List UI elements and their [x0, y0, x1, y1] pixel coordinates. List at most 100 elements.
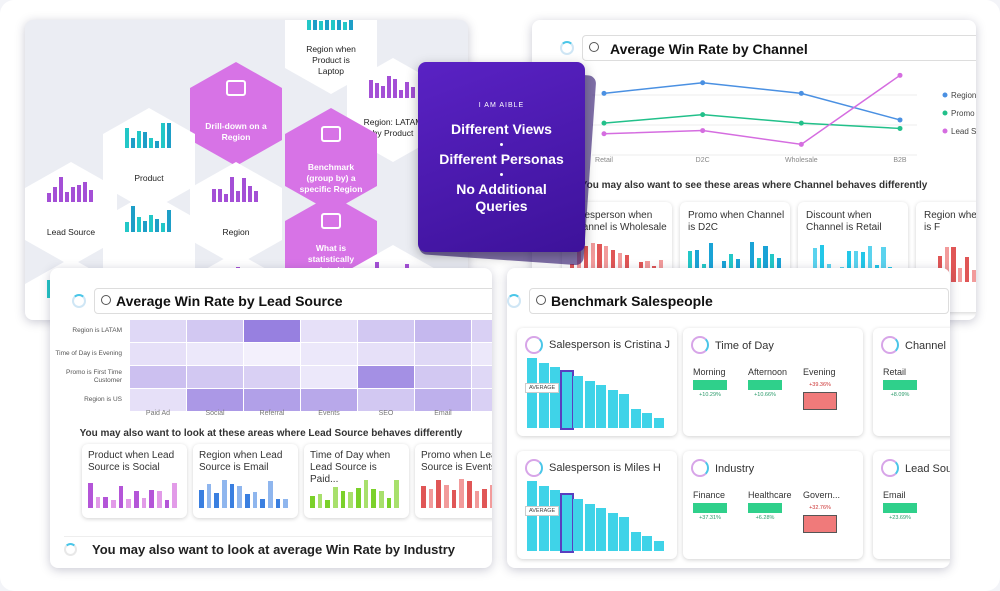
- bench-bar: [642, 413, 652, 428]
- mini-bar: [155, 219, 159, 232]
- metric-bar: [883, 503, 917, 513]
- card-title: Time of Day when Lead Source is Paid...: [310, 450, 391, 485]
- mini-bar: [222, 479, 227, 508]
- bench-bar: [630, 531, 641, 551]
- legend-dot: [942, 110, 948, 116]
- spinner: [64, 543, 77, 556]
- metric-bar: [748, 503, 782, 513]
- benchmark-panel: Benchmark Salespeople Salesperson is Cris…: [507, 268, 950, 568]
- bench-bar: [653, 540, 664, 551]
- mini-bar: [749, 242, 754, 282]
- legend-label: Lead S: [951, 127, 976, 136]
- card-title: Discount when Channel is Retail: [806, 210, 882, 233]
- point: [897, 125, 903, 131]
- mini-bar: [65, 191, 69, 202]
- hex-label: Region when Product is Laptop: [306, 43, 356, 76]
- suggest-card: Region when Lead Source is Email: [193, 444, 298, 518]
- hex-icon: [226, 80, 246, 96]
- mini-bar: [405, 81, 409, 98]
- heat-cell: [472, 320, 492, 342]
- heat-cell: [415, 366, 471, 388]
- mini-bar: [317, 493, 323, 508]
- mini-bar: [386, 497, 392, 508]
- mini-bar: [143, 131, 147, 148]
- bench-bar: [527, 358, 537, 428]
- mini-bar: [47, 279, 51, 298]
- card-title: Industry: [715, 463, 755, 475]
- mini-bar: [143, 220, 147, 232]
- heat-cell: [244, 366, 300, 388]
- heat-cell: [415, 343, 471, 365]
- mini-bar: [854, 251, 859, 282]
- bench-bar: [584, 503, 595, 551]
- metric-label: Email: [883, 490, 906, 500]
- promo-line: Different Personas: [439, 151, 564, 167]
- mini-bar: [436, 480, 441, 508]
- x-tick-label: B2B: [893, 157, 907, 164]
- mini-bar: [141, 498, 147, 508]
- card-title: Channel: [905, 340, 946, 352]
- mini-bar: [167, 210, 171, 232]
- card-title: Region when Lead Source is Email: [199, 450, 283, 473]
- metric-value: +32.76%: [809, 505, 831, 511]
- col-label: Email: [434, 410, 452, 417]
- bench-bar: [559, 369, 574, 430]
- metric-value: +39.36%: [809, 382, 831, 388]
- mini-bar: [157, 491, 162, 508]
- footer-bar: You may also want to look at average Win…: [64, 536, 492, 564]
- heat-cell: [244, 389, 300, 411]
- metric-value: +8.09%: [890, 392, 910, 398]
- x-tick-label: Retail: [595, 157, 613, 164]
- mini-bar: [369, 80, 373, 98]
- hex: Benchmark (group by) a specific Region: [285, 108, 377, 212]
- point: [798, 141, 804, 147]
- mini-bar: [363, 480, 369, 508]
- footer-text: You may also want to look at average Win…: [92, 542, 456, 557]
- mini-bar: [212, 188, 216, 202]
- mini-bar: [371, 488, 376, 508]
- heat-cell: [358, 366, 414, 388]
- row-label: Region is LATAM: [72, 327, 122, 334]
- mini-bar: [242, 178, 246, 202]
- mini-bar: [214, 492, 219, 508]
- mini-bar: [411, 86, 415, 98]
- metric-card: Lead Sou Email +23.69%: [873, 451, 950, 559]
- heat-cell: [244, 343, 300, 365]
- col-label: Paid Ad: [145, 410, 171, 417]
- ring: [881, 336, 899, 354]
- card-title: Salesperson when Channel is Wholesale: [570, 210, 667, 233]
- promo-line: Different Views: [451, 121, 552, 137]
- subtitle: You may also want to see these areas whe…: [580, 180, 928, 191]
- heat-cell: [130, 366, 186, 388]
- mini-bar: [137, 130, 141, 148]
- mini-bar: [348, 492, 353, 508]
- bench-bar: [573, 499, 583, 551]
- card-title: Salesperson is Miles H: [549, 462, 661, 474]
- mini-bar: [252, 492, 258, 508]
- mini-bar: [340, 490, 346, 508]
- mini-bar: [131, 206, 135, 232]
- metric-value: +10.29%: [699, 392, 721, 398]
- bench-bar: [630, 408, 641, 428]
- mini-bar: [134, 491, 139, 508]
- hex-label: Benchmark (group by) a specific Region: [299, 161, 363, 194]
- mini-bar: [482, 489, 487, 508]
- mini-bar: [111, 500, 116, 508]
- heat-cell: [472, 389, 492, 411]
- mini-bar: [71, 187, 75, 202]
- mini-bar: [688, 251, 693, 282]
- mini-bar: [490, 484, 492, 508]
- mini-bar: [394, 480, 399, 508]
- hex: Region: [190, 162, 282, 266]
- mini-bar: [375, 83, 379, 98]
- mini-bar: [218, 188, 222, 202]
- card-title: Product when Lead Source is Social: [88, 450, 175, 473]
- mini-bar: [331, 20, 335, 30]
- metric-label: Finance: [693, 490, 726, 500]
- bench-bar: [538, 485, 549, 551]
- row-label: Promo is First Time Customer: [66, 369, 122, 384]
- mini-bar: [199, 490, 204, 508]
- metric-bar: [883, 380, 917, 390]
- search-bar: [529, 288, 949, 314]
